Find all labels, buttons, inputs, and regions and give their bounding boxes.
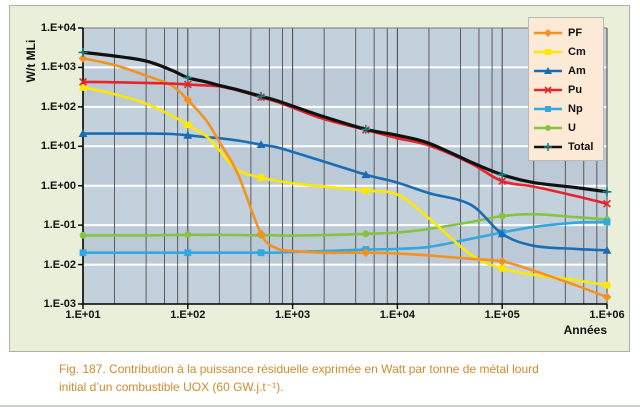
x-tick-label: 1.E+04 (379, 309, 415, 321)
marker-x (603, 199, 611, 208)
marker-triangle (256, 140, 266, 149)
series-line-Total (81, 50, 609, 194)
legend-label: Pu (568, 83, 583, 96)
plot-band (83, 106, 607, 147)
marker-diamond (602, 292, 612, 302)
legend-item-Total: Total (533, 137, 599, 156)
marker-square (603, 218, 611, 226)
y-tick-label: 1.E+02 (40, 100, 76, 113)
y-axis-title: W/t MLi (24, 39, 38, 83)
marker-square (184, 249, 192, 257)
legend-swatch-icon (534, 124, 562, 131)
marker-square (257, 249, 265, 257)
marker-circle (498, 212, 506, 220)
marker-plus (78, 48, 88, 57)
marker-square (79, 84, 87, 91)
marker-square (498, 264, 506, 272)
legend-label: U (568, 121, 576, 134)
plot-band (83, 225, 607, 265)
legend-label: PF (568, 26, 583, 39)
legend: PF Cm Am Pu Np U Total (528, 17, 604, 161)
y-tick-label: 1.E+01 (40, 140, 76, 153)
marker-square (257, 174, 265, 182)
legend-item-Am: Am (533, 61, 599, 80)
marker-circle (184, 231, 192, 239)
marker-square (545, 48, 551, 55)
figure-caption: Fig. 187. Contribution à la puissance ré… (59, 360, 619, 396)
x-tick-label: 1.E+05 (484, 309, 520, 321)
marker-triangle (183, 130, 193, 139)
marker-diamond (361, 248, 371, 258)
marker-square (362, 187, 370, 195)
y-tick-label: 1.E+04 (40, 22, 76, 34)
x-tick-label: 1.E+01 (65, 309, 101, 321)
legend-swatch-icon (534, 85, 562, 94)
plot-band (83, 264, 607, 304)
plot-band (83, 185, 607, 226)
marker-triangle (497, 229, 507, 238)
plot-band (83, 67, 607, 107)
x-tick-label: 1.E+02 (170, 309, 206, 321)
marker-circle (79, 231, 87, 239)
legend-label: Np (568, 102, 583, 115)
marker-square (603, 281, 611, 289)
marker-plus (256, 91, 266, 101)
y-tick-label: 1.E+00 (40, 179, 76, 192)
caption-line-1: Fig. 187. Contribution à la puissance ré… (59, 362, 539, 376)
marker-diamond (497, 257, 507, 266)
marker-square (545, 105, 551, 112)
x-tick-label: 1.E+06 (589, 309, 625, 321)
legend-label: Am (568, 64, 586, 77)
series-line-Am (81, 132, 609, 252)
y-tick-label: 1.E+03 (40, 61, 76, 74)
legend-swatch-icon (534, 66, 562, 74)
y-tick-label: 1.E-02 (43, 258, 76, 271)
marker-plus (602, 187, 612, 197)
marker-x (183, 80, 192, 89)
marker-triangle (602, 245, 612, 254)
marker-plus (183, 73, 193, 83)
marker-triangle (361, 170, 371, 179)
marker-square (184, 121, 192, 129)
marker-square (79, 249, 87, 257)
legend-label: Cm (568, 45, 586, 58)
marker-diamond (183, 95, 193, 105)
legend-swatch-icon (534, 28, 562, 37)
y-tick-label: 1.E-03 (43, 298, 76, 310)
marker-diamond (544, 28, 552, 37)
caption-line-2: initial d’un combustible UOX (60 GW.j.t⁻… (59, 380, 284, 394)
marker-triangle (544, 66, 552, 74)
x-axis-title: Années (563, 323, 607, 337)
legend-item-Cm: Cm (533, 42, 599, 61)
plot-band (83, 28, 607, 68)
chart-panel: W/t MLi 1.E+04 1.E+03 1.E+02 1.E+01 1.E+00 1.… (9, 5, 630, 352)
legend-swatch-icon (534, 105, 562, 112)
marker-plus (544, 142, 552, 151)
marker-plus (361, 124, 371, 134)
legend-item-Pu: Pu (533, 80, 599, 99)
marker-plus (497, 170, 507, 180)
y-tick-label: 1.E-01 (43, 219, 76, 232)
marker-circle (362, 230, 370, 238)
legend-label: Total (568, 140, 594, 153)
marker-circle (545, 124, 551, 131)
x-tick-label: 1.E+03 (275, 309, 311, 321)
marker-diamond (78, 53, 88, 63)
legend-item-U: U (533, 118, 599, 137)
legend-swatch-icon (534, 48, 562, 55)
legend-swatch-icon (534, 142, 562, 151)
marker-x (498, 177, 507, 186)
plot-area (78, 27, 612, 309)
legend-item-Np: Np (533, 99, 599, 118)
marker-x (544, 85, 552, 94)
marker-diamond (256, 229, 266, 239)
marker-x (79, 77, 87, 86)
legend-item-PF: PF (533, 23, 599, 42)
marker-triangle (78, 129, 88, 137)
